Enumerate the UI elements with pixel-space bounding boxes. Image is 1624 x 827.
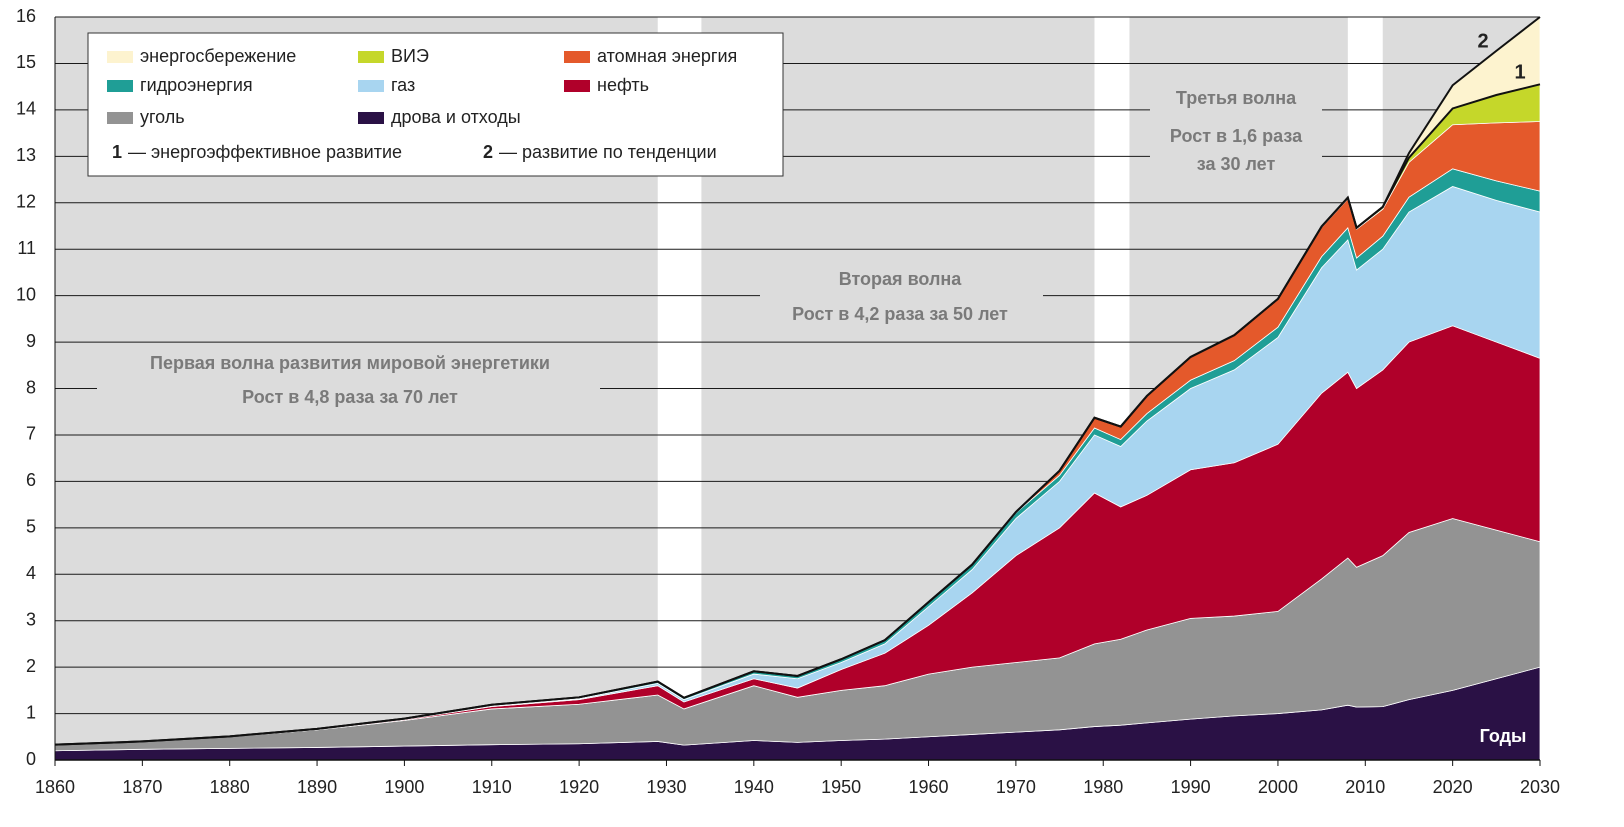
annotation: Рост в 1,6 раза [1170, 126, 1303, 146]
x-tick-label: 1860 [35, 777, 75, 797]
x-tick-label: 1990 [1171, 777, 1211, 797]
x-tick-label: 1870 [122, 777, 162, 797]
annotation: за 30 лет [1197, 154, 1276, 174]
scenario-label: 2 [1477, 30, 1488, 52]
legend-label: гидроэнергия [140, 75, 253, 95]
x-tick-label: 1900 [384, 777, 424, 797]
y-tick-label: 6 [26, 470, 36, 490]
x-tick-label: 1890 [297, 777, 337, 797]
legend-label: уголь [140, 107, 185, 127]
annotation: Рост в 4,8 раза за 70 лет [242, 387, 458, 407]
x-tick-label: 1980 [1083, 777, 1123, 797]
x-tick-label: 1970 [996, 777, 1036, 797]
legend-box [87, 32, 784, 177]
x-tick-label: 2020 [1433, 777, 1473, 797]
y-tick-label: 11 [17, 238, 36, 258]
x-tick-label: 1930 [646, 777, 686, 797]
legend-label: газ [391, 75, 415, 95]
y-tick-label: 7 [26, 424, 36, 444]
annotation: Вторая волна [839, 269, 963, 289]
y-tick-label: 15 [16, 52, 36, 72]
legend-note: — развитие по тенденции [499, 142, 717, 162]
legend-note-key: 2 [483, 142, 493, 162]
y-tick-label: 8 [26, 377, 36, 397]
annotation-bg [97, 348, 600, 412]
annotation-bg [760, 262, 1043, 332]
legend-label: ВИЭ [391, 46, 429, 66]
x-tick-label: 1880 [210, 777, 250, 797]
y-tick-label: 5 [26, 517, 36, 537]
x-tick-label: 2030 [1520, 777, 1560, 797]
x-tick-label: 1920 [559, 777, 599, 797]
y-tick-label: 14 [16, 99, 36, 119]
y-tick-label: 12 [16, 192, 36, 212]
legend-swatch [107, 51, 133, 63]
y-tick-label: 10 [16, 284, 36, 304]
legend-note: — энергоэффективное развитие [128, 142, 402, 162]
x-tick-label: 1940 [734, 777, 774, 797]
scenario-line [54, 16, 1541, 746]
legend-label: нефть [597, 75, 649, 95]
x-tick-label: 2010 [1345, 777, 1385, 797]
x-tick-label: 1950 [821, 777, 861, 797]
y-tick-label: 2 [26, 656, 36, 676]
legend-swatch [358, 112, 384, 124]
x-tick-label: 1960 [909, 777, 949, 797]
legend-swatch [107, 112, 133, 124]
y-tick-label: 13 [16, 145, 36, 165]
x-tick-label: 1910 [472, 777, 512, 797]
y-tick-label: 0 [26, 749, 36, 769]
scenario-label: 1 [1514, 61, 1525, 83]
legend-label: энергосбережение [140, 46, 296, 66]
annotation: Третья волна [1176, 88, 1297, 108]
y-tick-label: 1 [26, 702, 36, 722]
annotation-bg [1150, 84, 1322, 180]
y-tick-label: 16 [16, 6, 36, 26]
legend-swatch [564, 51, 590, 63]
annotation: Рост в 4,2 раза за 50 лет [792, 304, 1008, 324]
annotation: Первая волна развития мировой энергетики [150, 353, 550, 373]
legend-note-key: 1 [112, 142, 122, 162]
legend-swatch [107, 80, 133, 92]
legend-swatch [564, 80, 590, 92]
y-tick-label: 4 [26, 563, 36, 583]
legend-label: атомная энергия [597, 46, 737, 66]
legend: энергосбережение ВИЭ атомная энергия гидроэ… [87, 32, 784, 177]
x-axis-label: Годы [1480, 726, 1527, 746]
y-tick-label: 9 [26, 331, 36, 351]
legend-swatch [358, 80, 384, 92]
legend-label: дрова и отходы [391, 107, 521, 127]
x-tick-label: 2000 [1258, 777, 1298, 797]
y-tick-label: 3 [26, 609, 36, 629]
legend-swatch [358, 51, 384, 63]
